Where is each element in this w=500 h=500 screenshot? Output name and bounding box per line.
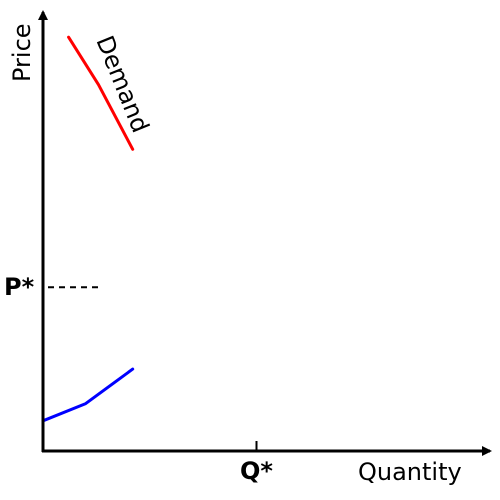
series-1-curve bbox=[41, 367, 135, 423]
ticks: Q* P* bbox=[4, 273, 273, 485]
y-tick-label: P* bbox=[4, 273, 35, 301]
x-axis-title: Quantity bbox=[358, 458, 462, 486]
demand-curve bbox=[67, 35, 135, 151]
y-axis-title: Price bbox=[8, 23, 36, 82]
series-layer bbox=[41, 35, 135, 423]
demand-curve-label: Demand bbox=[90, 32, 154, 137]
x-tick-label: Q* bbox=[240, 457, 273, 485]
